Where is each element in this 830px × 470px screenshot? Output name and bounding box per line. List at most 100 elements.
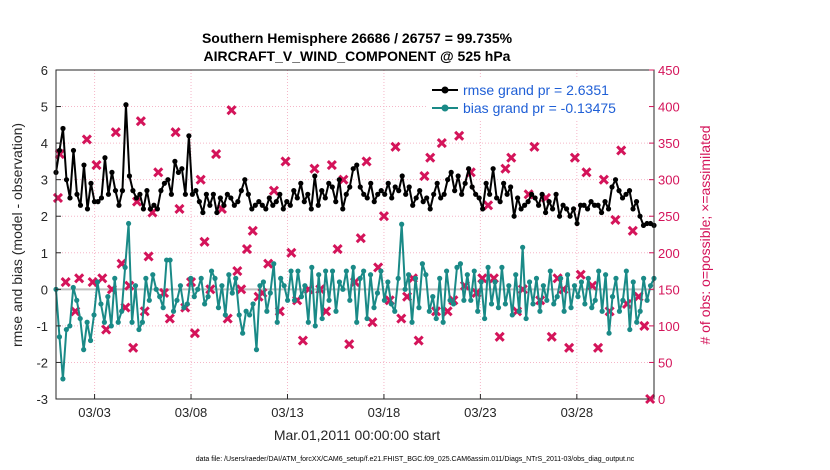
obs-marker bbox=[506, 152, 517, 163]
obs-marker-stroke bbox=[60, 276, 71, 288]
y-tick-label-right: 250 bbox=[658, 209, 680, 224]
y-tick-label-left: 1 bbox=[41, 246, 48, 261]
obs-marker bbox=[419, 170, 430, 182]
rmse-point bbox=[515, 195, 521, 201]
obs-marker-stroke bbox=[390, 141, 401, 152]
bias-point bbox=[226, 272, 232, 278]
rmse-point bbox=[312, 173, 318, 179]
obs-marker bbox=[205, 284, 216, 295]
rmse-point bbox=[406, 184, 412, 190]
y-axis-left-label: rmse and bias (model - observation) bbox=[9, 123, 25, 347]
obs-marker bbox=[355, 233, 366, 244]
x-tick-label: 03/28 bbox=[561, 405, 594, 420]
rmse-point bbox=[626, 188, 633, 194]
bias-point bbox=[233, 275, 239, 281]
bias-point bbox=[440, 319, 446, 325]
rmse-point bbox=[294, 195, 300, 201]
obs-marker-stroke bbox=[309, 163, 320, 174]
obs-marker bbox=[454, 130, 465, 141]
bias-point bbox=[146, 297, 152, 303]
x-tick-label: 03/13 bbox=[271, 405, 304, 420]
rmse-point bbox=[609, 184, 615, 190]
obs-marker bbox=[529, 141, 540, 152]
obs-marker bbox=[344, 339, 355, 350]
chart-title-line1: Southern Hemisphere 26686 / 26757 = 99.7… bbox=[202, 30, 513, 46]
rmse-point bbox=[207, 202, 213, 208]
rmse-point bbox=[542, 209, 549, 216]
bias-point bbox=[188, 275, 194, 281]
rmse-point bbox=[221, 202, 227, 208]
legend-box bbox=[426, 79, 648, 119]
rmse-point bbox=[340, 206, 346, 212]
rmse-point bbox=[389, 195, 395, 201]
y-tick-label-right: 100 bbox=[658, 319, 680, 334]
bias-point bbox=[575, 294, 581, 300]
bias-point bbox=[385, 279, 391, 285]
obs-marker bbox=[297, 335, 308, 346]
rmse-point bbox=[228, 195, 234, 201]
bias-point bbox=[388, 301, 394, 307]
obs-marker-stroke bbox=[211, 149, 222, 160]
rmse-point bbox=[147, 206, 154, 212]
rmse-point bbox=[588, 199, 594, 205]
bias-point bbox=[150, 272, 156, 278]
obs-marker bbox=[575, 269, 586, 280]
bias-point bbox=[405, 272, 412, 278]
y-tick-label-left: 2 bbox=[41, 209, 48, 224]
bias-point bbox=[582, 301, 588, 307]
obs-marker-stroke bbox=[232, 265, 243, 277]
obs-marker-stroke bbox=[332, 244, 343, 255]
y-tick-label-right: 50 bbox=[658, 355, 672, 370]
obs-markers bbox=[52, 105, 656, 405]
rmse-point bbox=[535, 202, 542, 208]
bias-point bbox=[122, 264, 128, 270]
rmse-point bbox=[417, 188, 423, 194]
rmse-point bbox=[137, 191, 143, 197]
obs-marker-stroke bbox=[564, 342, 575, 353]
obs-marker bbox=[361, 156, 372, 167]
obs-marker-stroke bbox=[338, 174, 349, 185]
bias-point bbox=[374, 290, 381, 296]
obs-marker bbox=[425, 152, 436, 163]
obs-marker bbox=[378, 211, 389, 222]
plot-area bbox=[56, 70, 654, 399]
obs-marker-stroke bbox=[442, 306, 453, 317]
bias-point bbox=[523, 315, 529, 322]
obs-marker bbox=[616, 145, 627, 156]
rmse-point bbox=[186, 133, 192, 139]
obs-marker-stroke bbox=[74, 273, 85, 284]
bias-point bbox=[323, 268, 329, 274]
bias-point bbox=[77, 315, 83, 322]
bias-point bbox=[267, 290, 273, 296]
obs-marker bbox=[436, 138, 447, 149]
legend-rmse-label: rmse grand pr = 2.6351 bbox=[463, 82, 609, 98]
bias-point bbox=[361, 268, 367, 274]
bias-point bbox=[333, 308, 339, 314]
obs-marker-stroke bbox=[523, 189, 534, 200]
bias-point bbox=[281, 283, 287, 289]
obs-marker bbox=[153, 167, 164, 178]
obs-marker bbox=[286, 247, 297, 258]
rmse-point bbox=[396, 188, 402, 194]
obs-marker bbox=[135, 116, 146, 127]
rmse-point bbox=[336, 177, 342, 183]
rmse-point bbox=[308, 206, 314, 212]
rmse-point bbox=[116, 202, 122, 208]
bias-point bbox=[260, 279, 266, 285]
bias-point bbox=[357, 275, 363, 281]
y-tick-label-left: 3 bbox=[41, 173, 48, 188]
bias-point bbox=[264, 308, 270, 314]
rmse-point bbox=[245, 191, 251, 197]
rmse-point bbox=[441, 191, 447, 197]
bias-point bbox=[274, 319, 280, 325]
rmse-point bbox=[357, 184, 363, 190]
rmse-point bbox=[434, 180, 440, 186]
bias-point bbox=[409, 319, 415, 325]
rmse-point bbox=[574, 220, 580, 227]
rmse-point bbox=[98, 195, 105, 201]
x-axis-label: Mar.01,2011 00:00:00 start bbox=[274, 427, 440, 443]
obs-marker-stroke bbox=[344, 339, 355, 350]
bias-point bbox=[426, 308, 432, 314]
rmse-point bbox=[182, 191, 188, 197]
obs-marker-stroke bbox=[552, 273, 563, 284]
